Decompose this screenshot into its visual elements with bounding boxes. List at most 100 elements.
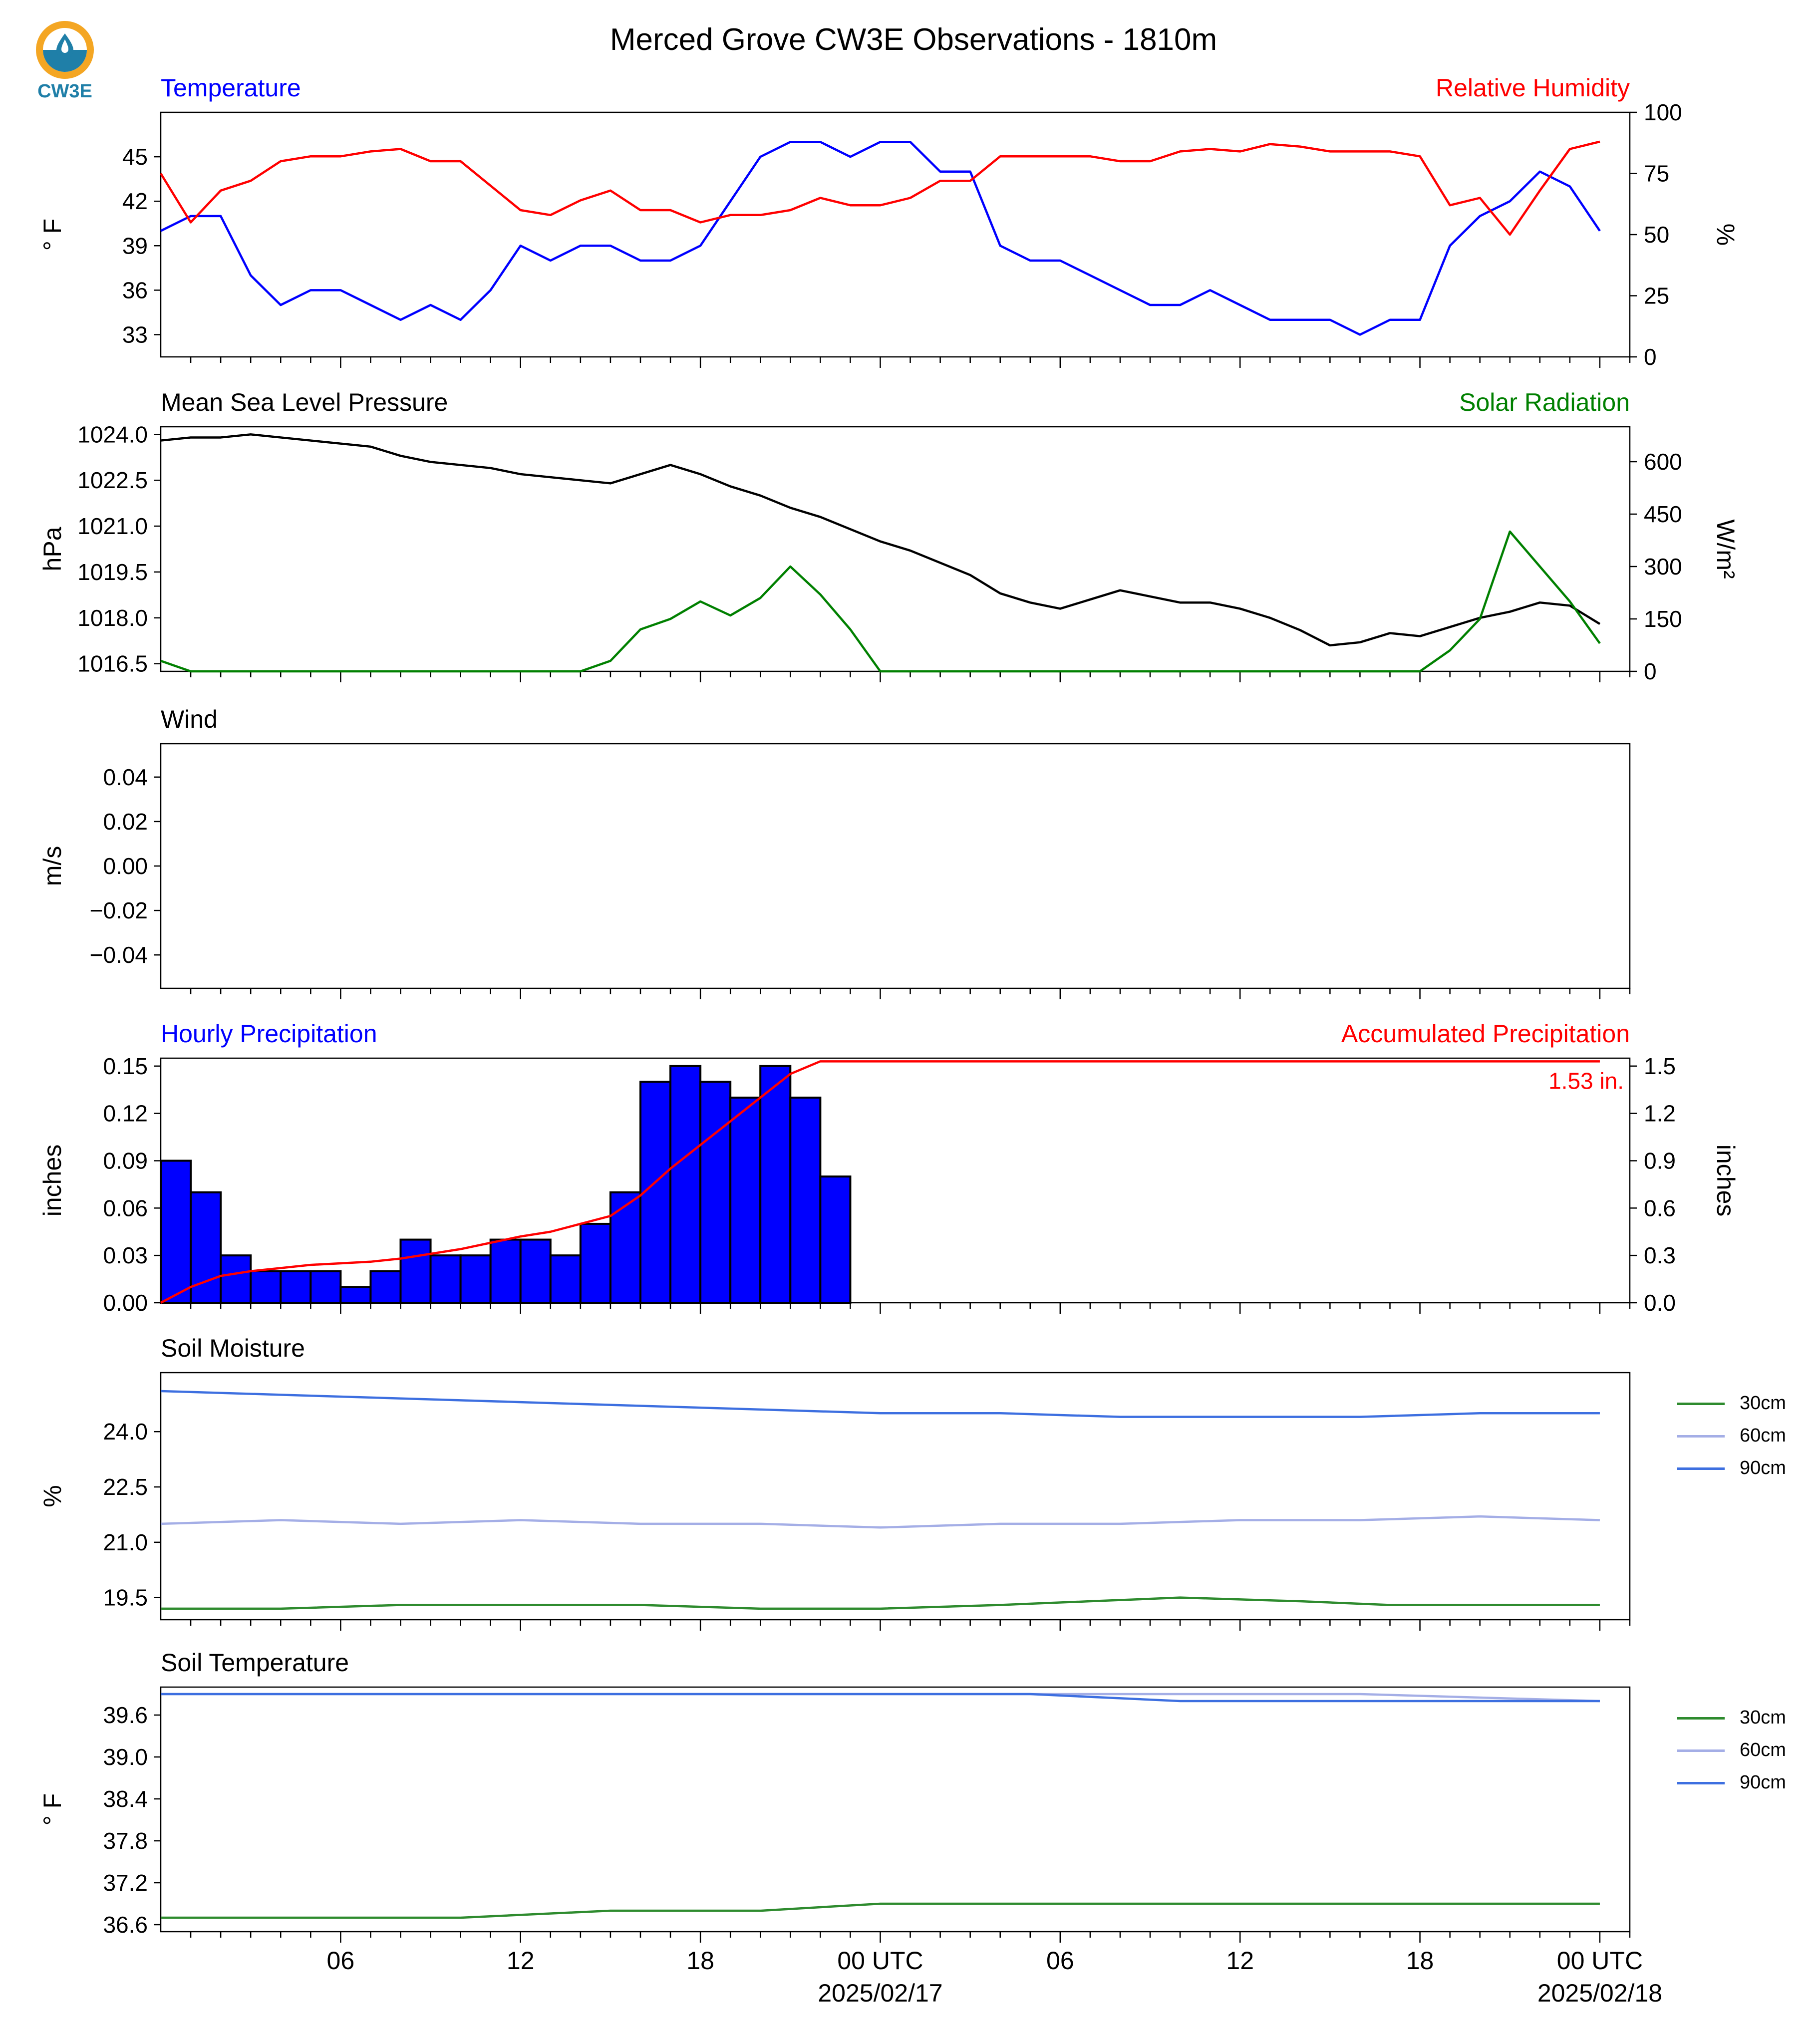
legend-item-60cm: 60cm — [1677, 1420, 1807, 1452]
y-tick-label: 0.03 — [103, 1242, 148, 1268]
y-tick-label-right: 100 — [1644, 99, 1682, 125]
x-tick-label: 18 — [686, 1947, 714, 1975]
plot-frame — [160, 743, 1631, 989]
series-line — [160, 1515, 1600, 1529]
series-line — [161, 1902, 1600, 1919]
y-tick-label: 0.06 — [103, 1195, 148, 1221]
y-tick-label: 21.0 — [103, 1529, 148, 1555]
y-tick-label: 37.8 — [103, 1828, 148, 1854]
y-tick-label: 36.6 — [103, 1912, 148, 1938]
precip-bar — [579, 1222, 611, 1304]
y-tick-label: 37.2 — [103, 1870, 148, 1896]
legend-label: 90cm — [1740, 1457, 1786, 1478]
y-tick-label: 0.09 — [103, 1148, 148, 1173]
y-tick-label-right: 0.3 — [1644, 1242, 1676, 1268]
series-line — [160, 1060, 1600, 1304]
y-tick-label: 1016.5 — [77, 651, 148, 677]
y-tick-label: 1022.5 — [77, 467, 148, 493]
y-tick-label: 38.4 — [103, 1786, 148, 1812]
series-line — [161, 1596, 1600, 1610]
y-tick-label-right: 150 — [1644, 606, 1682, 632]
legend-label: 30cm — [1740, 1707, 1786, 1728]
y-tick-label: −0.02 — [90, 897, 148, 923]
y-tick-label: 39 — [122, 233, 148, 259]
precip-bar — [519, 1238, 552, 1304]
y-tick-label: 1018.0 — [77, 605, 148, 631]
x-tick-label: 06 — [1046, 1947, 1074, 1975]
y-tick-label-right: 0 — [1644, 658, 1657, 684]
panel-title-right: Relative Humidity — [1436, 74, 1630, 102]
y-axis-label: ° F — [38, 219, 66, 251]
y-tick-label: 0.02 — [103, 809, 148, 835]
y-tick-label: 39.6 — [103, 1702, 148, 1728]
x-axis-labels: 06 12 18 00 UTC 06 12 18 00 UTC 2025/02/17 2025/0… — [327, 1947, 1663, 2007]
chart-panel-1: Mean Sea Level Pressure Solar Radiation 10… — [38, 388, 1740, 684]
precip-bar — [459, 1254, 492, 1304]
legend-swatch-30cm — [1677, 1717, 1725, 1720]
y-tick-label-right: 0 — [1644, 344, 1657, 370]
y-tick-label: 42 — [122, 188, 148, 214]
panels: Temperature Relative Humidity 33 36 39 42 45 ° … — [38, 74, 1740, 1943]
legend-swatch-90cm — [1677, 1782, 1725, 1784]
y-tick-label-right: 0.9 — [1644, 1148, 1676, 1173]
legend-swatch-30cm — [1677, 1403, 1725, 1405]
x-tick-label: 12 — [507, 1947, 535, 1975]
series-line — [160, 141, 1601, 336]
panel-title-left: Soil Moisture — [161, 1334, 305, 1362]
legend-item-90cm: 90cm — [1677, 1452, 1807, 1485]
legend-label: 60cm — [1740, 1425, 1786, 1446]
y-tick-label-right: 300 — [1644, 554, 1682, 579]
accum-annotation: 1.53 in. — [1548, 1068, 1624, 1094]
y-axis-label: hPa — [38, 527, 66, 571]
precip-bar — [280, 1270, 312, 1304]
y-tick-label: 0.00 — [103, 1290, 148, 1316]
y-axis-label-right: inches — [1712, 1145, 1740, 1217]
y-tick-label-right: 50 — [1644, 222, 1669, 248]
plot-frame — [160, 1372, 1631, 1621]
precip-bar — [309, 1270, 342, 1304]
y-tick-label: 0.15 — [103, 1053, 148, 1079]
y-tick-label: 33 — [122, 321, 148, 347]
panel-title-right: Accumulated Precipitation — [1341, 1020, 1630, 1048]
y-tick-label: 24.0 — [103, 1419, 148, 1445]
series-line — [160, 1390, 1600, 1418]
x-tick-label: 00 UTC — [837, 1947, 923, 1975]
precip-bar — [220, 1254, 252, 1304]
soil-temperature-legend: 30cm 60cm 90cm — [1677, 1702, 1807, 1799]
y-axis-label-right: W/m² — [1712, 519, 1740, 579]
y-tick-label-right: 25 — [1644, 283, 1669, 309]
water-drop-sun-icon: CW3E — [36, 21, 94, 102]
x-date-label: 2025/02/17 — [818, 1979, 942, 2007]
plot-frame — [160, 1057, 1631, 1304]
figure-title: Merced Grove CW3E Observations - 1810m — [610, 22, 1217, 57]
chart-panel-3: Hourly Precipitation Accumulated Precipit… — [38, 1020, 1740, 1316]
legend-label: 30cm — [1740, 1393, 1786, 1414]
y-tick-label-right: 450 — [1644, 501, 1682, 527]
precip-bar — [489, 1238, 522, 1304]
y-axis-label: ° F — [38, 1793, 66, 1825]
y-tick-label: 0.12 — [103, 1101, 148, 1127]
y-tick-label: 1024.0 — [77, 421, 148, 447]
precip-bar — [789, 1097, 822, 1304]
y-axis-label: % — [38, 1485, 66, 1507]
y-tick-label-right: 0.0 — [1644, 1290, 1676, 1316]
y-tick-label-right: 1.5 — [1644, 1053, 1676, 1079]
x-date-label: 2025/02/18 — [1537, 1979, 1662, 2007]
plot-frame — [160, 1686, 1631, 1933]
precip-bar — [399, 1238, 432, 1304]
y-tick-label-right: 1.2 — [1644, 1101, 1676, 1127]
legend-label: 60cm — [1740, 1739, 1786, 1760]
precip-bar — [250, 1270, 282, 1304]
panel-title-left: Mean Sea Level Pressure — [161, 388, 448, 416]
precip-bar — [759, 1065, 792, 1304]
series-line — [160, 140, 1600, 236]
legend-item-90cm: 90cm — [1677, 1767, 1807, 1799]
y-axis-label-right: % — [1712, 224, 1740, 246]
x-tick-label: 00 UTC — [1557, 1947, 1643, 1975]
y-tick-label-right: 75 — [1644, 161, 1669, 187]
panel-title-left: Soil Temperature — [161, 1649, 349, 1677]
y-tick-label: 19.5 — [103, 1585, 148, 1611]
y-tick-label-right: 0.6 — [1644, 1195, 1676, 1221]
y-tick-label: 36 — [122, 277, 148, 303]
panel-title-left: Wind — [161, 705, 218, 733]
